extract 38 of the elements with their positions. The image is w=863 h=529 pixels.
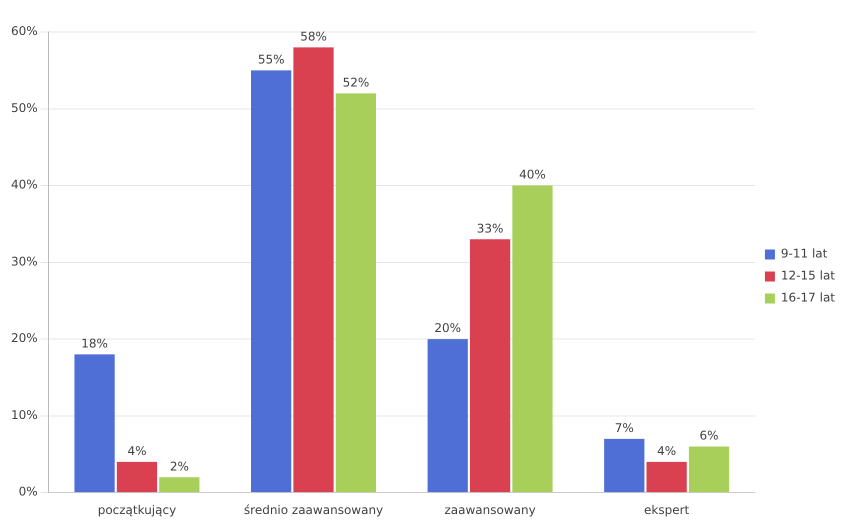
x-tick-label: średnio zaawansowany	[244, 502, 384, 517]
bar	[74, 354, 115, 492]
bar	[336, 93, 376, 492]
data-label: 58%	[300, 29, 327, 44]
bar	[116, 462, 158, 492]
data-label: 2%	[170, 459, 189, 474]
bar	[428, 339, 468, 492]
bar	[646, 462, 687, 492]
y-tick-label: 30%	[11, 254, 38, 268]
bar	[688, 446, 730, 492]
y-tick-label: 0%	[18, 484, 38, 499]
bar	[604, 438, 644, 492]
bar	[470, 239, 510, 492]
data-label: 4%	[657, 444, 676, 458]
legend-label: 9-11 lat	[780, 246, 828, 261]
data-label: 4%	[127, 444, 146, 458]
x-tick-label: zaawansowany	[444, 502, 536, 517]
y-tick-label: 60%	[11, 24, 38, 38]
data-label: 18%	[81, 336, 108, 351]
y-tick-label: 10%	[11, 408, 38, 422]
data-label: 20%	[434, 321, 462, 336]
data-label: 40%	[519, 168, 546, 182]
data-label: 6%	[699, 428, 719, 443]
data-label: 55%	[258, 52, 284, 67]
legend-label: 12-15 lat	[780, 268, 836, 283]
x-tick-label: początkujący	[98, 502, 176, 517]
y-tick-label: 50%	[11, 100, 38, 115]
legend-label: 16-17 lat	[780, 290, 836, 305]
y-tick-label: 20%	[11, 331, 38, 346]
x-tick-label: ekspert	[644, 502, 690, 517]
y-tick-label: 40%	[11, 178, 38, 192]
bar	[293, 47, 334, 492]
data-label: 33%	[476, 221, 504, 236]
data-label: 52%	[342, 76, 370, 90]
bar	[512, 186, 553, 492]
bar	[251, 70, 292, 492]
bar	[159, 477, 200, 492]
data-label: 7%	[614, 420, 634, 435]
